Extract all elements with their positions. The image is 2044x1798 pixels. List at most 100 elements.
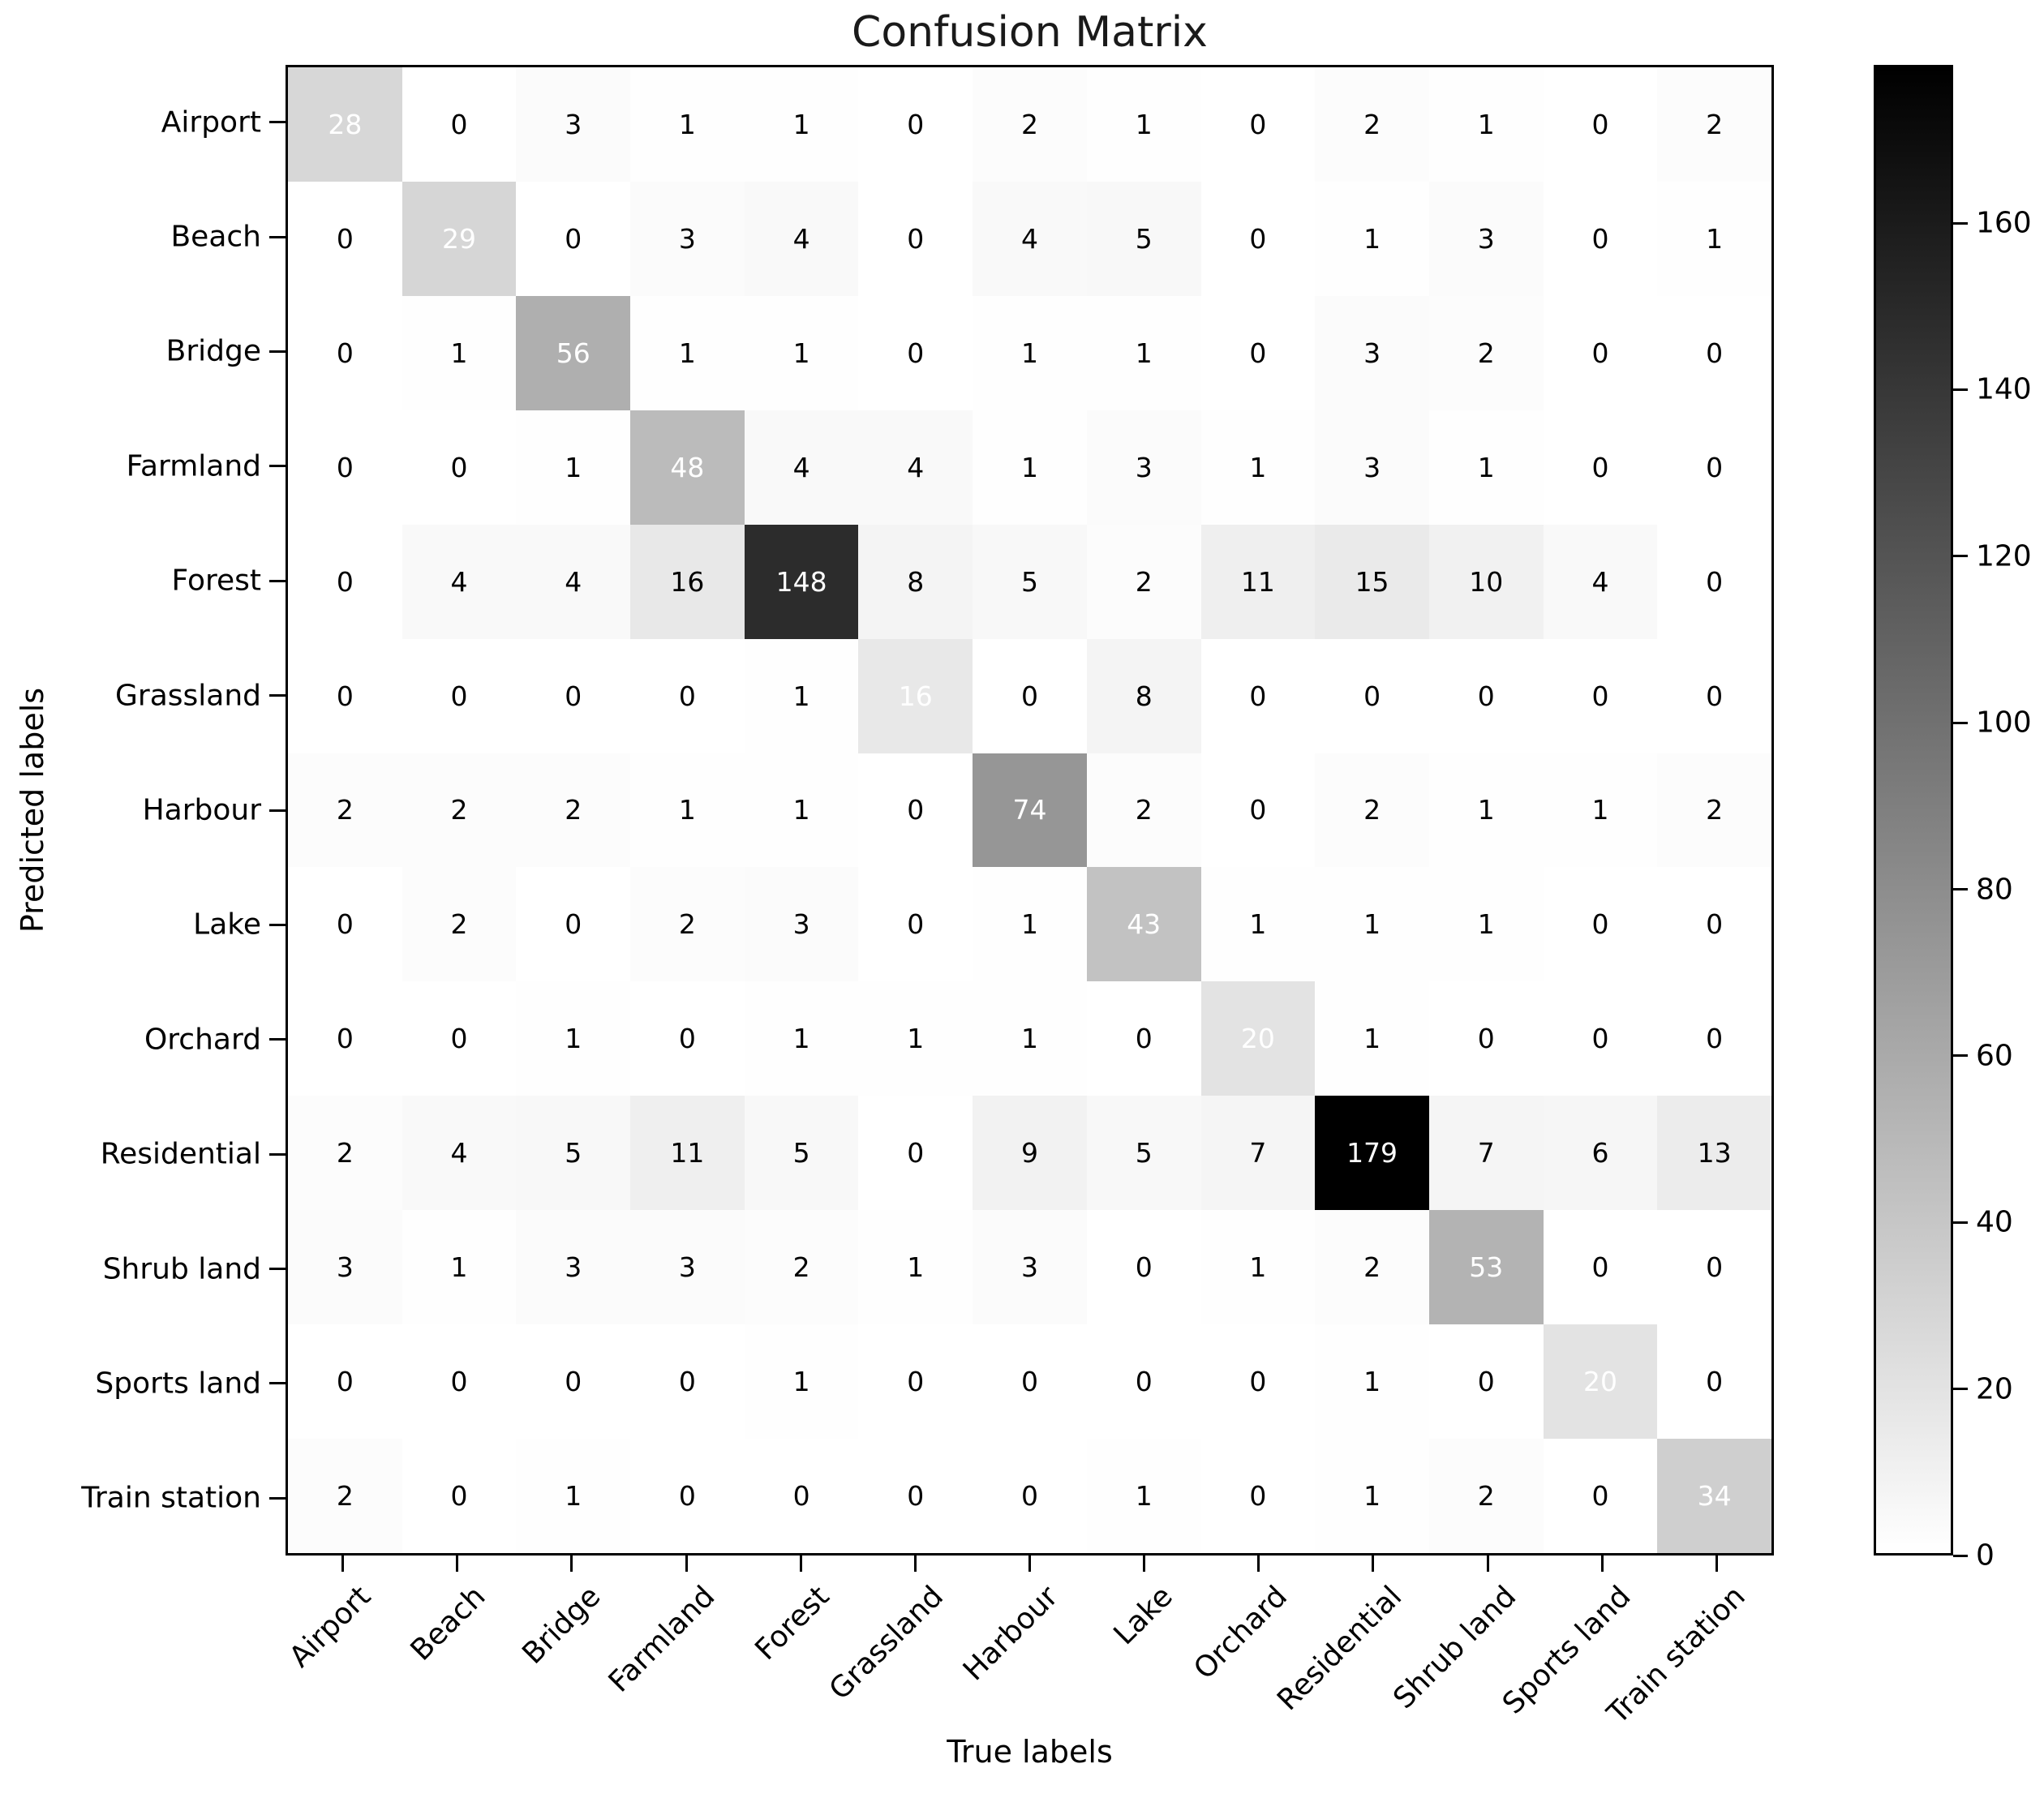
matrix-cell: 3: [630, 1210, 745, 1325]
matrix-cell: 0: [288, 295, 402, 410]
matrix-cell: 1: [1086, 67, 1201, 182]
matrix-cell: 0: [1315, 638, 1429, 753]
x-tick-label: Bridge: [515, 1580, 607, 1671]
matrix-cell: 0: [1543, 67, 1658, 182]
matrix-cell: 0: [1543, 295, 1658, 410]
matrix-cell: 1: [973, 981, 1087, 1096]
colorbar-tick-mark: [1953, 1054, 1968, 1058]
matrix-cell: 1: [744, 67, 859, 182]
matrix-cell: 0: [744, 1439, 859, 1553]
colorbar-tick-mark: [1953, 1388, 1968, 1391]
matrix-cell: 1: [630, 67, 745, 182]
matrix-cell: 43: [1086, 867, 1201, 982]
matrix-cell: 0: [1428, 1324, 1544, 1440]
matrix-cell: 3: [1428, 181, 1544, 296]
x-tick-mark: [1486, 1556, 1489, 1572]
matrix-cell: 2: [1315, 1210, 1429, 1325]
matrix-cell: 7: [1200, 1096, 1316, 1211]
matrix-cell: 0: [288, 981, 402, 1096]
matrix-cell: 0: [973, 638, 1087, 753]
matrix-cell: 0: [1657, 1210, 1771, 1325]
matrix-cell: 0: [858, 295, 973, 410]
matrix-cell: 0: [973, 1439, 1087, 1553]
matrix-cell: 1: [973, 867, 1087, 982]
matrix-cell: 3: [630, 181, 745, 296]
colorbar-tick-mark: [1953, 1554, 1968, 1557]
x-tick-label: Beach: [404, 1580, 492, 1667]
matrix-cell: 3: [516, 67, 631, 182]
matrix-cell: 11: [630, 1096, 745, 1211]
x-tick-mark: [1257, 1556, 1260, 1572]
x-tick-mark: [799, 1556, 802, 1572]
x-tick-label: Lake: [1107, 1580, 1179, 1652]
y-tick-mark: [269, 1496, 286, 1500]
matrix-cell: 1: [973, 295, 1087, 410]
matrix-cell: 1: [744, 638, 859, 753]
matrix-cell: 1: [1657, 181, 1771, 296]
matrix-cell: 1: [1200, 867, 1316, 982]
matrix-cell: 16: [858, 638, 973, 753]
matrix-cell: 1: [1315, 181, 1429, 296]
matrix-cell: 0: [1543, 1439, 1658, 1553]
matrix-cell: 1: [1086, 295, 1201, 410]
matrix-cell: 1: [744, 753, 859, 868]
matrix-cell: 0: [288, 181, 402, 296]
y-tick-label: Airport: [161, 105, 261, 139]
matrix-cell: 1: [1428, 67, 1544, 182]
matrix-cell: 0: [516, 867, 631, 982]
matrix-cell: 0: [1657, 410, 1771, 525]
matrix-cell: 2: [1086, 753, 1201, 868]
y-tick-mark: [269, 350, 286, 353]
colorbar-tick-mark: [1953, 1221, 1968, 1224]
matrix-cell: 1: [1428, 753, 1544, 868]
matrix-cell: 53: [1428, 1210, 1544, 1325]
matrix-cell: 2: [1657, 67, 1771, 182]
matrix-cell: 0: [858, 867, 973, 982]
matrix-cell: 1: [973, 410, 1087, 525]
matrix-cell: 34: [1657, 1439, 1771, 1553]
matrix-cell: 1: [1200, 410, 1316, 525]
matrix-cell: 1: [630, 295, 745, 410]
matrix-cell: 0: [1200, 181, 1316, 296]
matrix-cell: 56: [516, 295, 631, 410]
matrix-cell: 0: [1543, 1210, 1658, 1325]
colorbar-tick-mark: [1953, 221, 1968, 225]
x-tick-mark: [1028, 1556, 1031, 1572]
matrix-cell: 3: [973, 1210, 1087, 1325]
matrix-cell: 0: [630, 981, 745, 1096]
matrix-cell: 0: [288, 638, 402, 753]
matrix-cell: 1: [744, 1324, 859, 1440]
matrix-cell: 2: [288, 1439, 402, 1553]
x-tick-mark: [570, 1556, 573, 1572]
matrix-cell: 1: [1428, 867, 1544, 982]
matrix-cell: 1: [630, 753, 745, 868]
matrix-cell: 5: [973, 524, 1087, 639]
matrix-cell: 0: [630, 1439, 745, 1553]
matrix-cell: 0: [1543, 410, 1658, 525]
matrix-cell: 3: [1315, 295, 1429, 410]
y-tick-label: Lake: [193, 908, 261, 942]
matrix-cell: 1: [1543, 753, 1658, 868]
x-tick-mark: [1372, 1556, 1375, 1572]
colorbar-tick-label: 60: [1976, 1039, 2013, 1073]
matrix-cell: 0: [1200, 1439, 1316, 1553]
matrix-cell: 4: [973, 181, 1087, 296]
matrix-cell: 2: [402, 867, 517, 982]
matrix-cell: 3: [516, 1210, 631, 1325]
y-tick-label: Residential: [100, 1137, 261, 1171]
matrix-cell: 16: [630, 524, 745, 639]
matrix-cell: 0: [1086, 981, 1201, 1096]
heatmap-plot-area: 28 0 3 1 1 0 2 1 0 2 1 0 2 0 29 0 3 4 0 4 5 0 1 3 0 1 0 1 56 1 1 0 1 1 0 3 2…: [286, 65, 1774, 1556]
matrix-cell: 20: [1200, 981, 1316, 1096]
x-tick-label: Grassland: [823, 1580, 951, 1707]
y-tick-label: Bridge: [165, 334, 261, 368]
matrix-cell: 0: [858, 1439, 973, 1553]
matrix-cell: 179: [1315, 1096, 1429, 1211]
matrix-cell: 7: [1428, 1096, 1544, 1211]
x-tick-label: Forest: [749, 1580, 836, 1667]
matrix-cell: 4: [402, 524, 517, 639]
x-tick-label: Airport: [283, 1580, 378, 1675]
matrix-cell: 1: [1086, 1439, 1201, 1553]
matrix-cell: 0: [1428, 981, 1544, 1096]
matrix-cell: 5: [516, 1096, 631, 1211]
